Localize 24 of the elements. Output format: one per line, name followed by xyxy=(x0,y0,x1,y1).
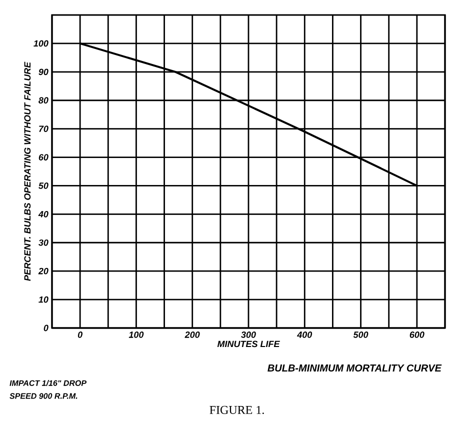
y-tick-label: 80 xyxy=(38,97,48,104)
x-tick-label: 100 xyxy=(128,332,144,338)
y-tick-label: 30 xyxy=(38,239,48,246)
x-tick-label: 500 xyxy=(353,332,368,338)
y-tick-label: 100 xyxy=(34,40,48,47)
y-tick-label: 0 xyxy=(44,324,48,332)
text: SPEED 900 R.P.M. xyxy=(10,393,78,399)
text: IMPACT 1/16" DROP xyxy=(10,380,87,386)
x-tick-label: 200 xyxy=(184,332,200,338)
y-axis-title: PERCENT. BULBS OPERATING WITHOUT FAILURE xyxy=(24,62,31,281)
x-axis-title: MINUTES LIFE xyxy=(217,340,280,348)
y-tick-label: 10 xyxy=(38,296,48,303)
x-tick-label: 400 xyxy=(296,332,312,338)
x-tick-label: 600 xyxy=(410,332,424,338)
y-tick-label: 50 xyxy=(38,182,48,189)
y-tick-label: 70 xyxy=(39,126,48,132)
x-tick-label: 0 xyxy=(78,332,82,338)
y-tick-label: 20 xyxy=(38,268,48,274)
x-tick-label: 300 xyxy=(241,332,256,338)
y-tick-label: 90 xyxy=(38,68,48,76)
y-tick-label: 60 xyxy=(38,154,48,160)
caption: FIGURE 1. xyxy=(210,406,264,414)
text: BULB-MINIMUM MORTALITY CURVE xyxy=(268,364,442,372)
y-tick-label: 40 xyxy=(38,210,48,218)
